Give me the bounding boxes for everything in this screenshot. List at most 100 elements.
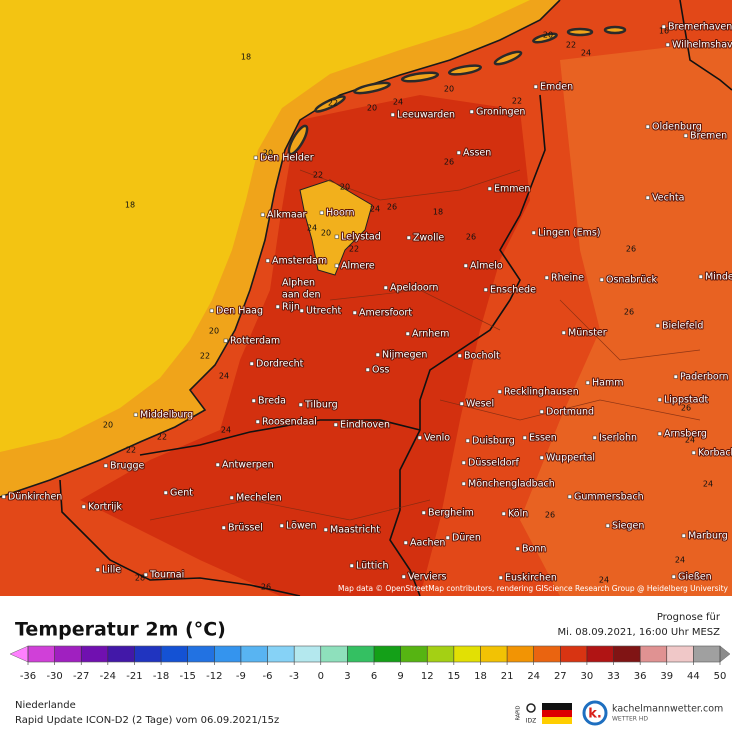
colorbar-tick-label: -15 [180,671,196,682]
city-label: Mechelen [236,493,282,504]
city-marker [275,304,280,309]
city-label: Korbach [698,448,732,459]
city-label: Almelo [470,261,503,272]
city-marker [390,112,395,117]
city-marker [365,367,370,372]
contour-label: 24 [599,576,609,585]
contour-label: 24 [685,436,695,445]
colorbar-segment [374,646,401,662]
logo-rapid: RAPID [516,705,522,720]
city-label: Düren [452,533,481,544]
city-marker [81,504,86,509]
city-marker [103,463,108,468]
city-marker [352,310,357,315]
city-label: Dünkirchen [8,492,62,503]
city-label: Antwerpen [222,460,274,471]
city-marker [401,574,406,579]
city-label: Paderborn [680,372,729,383]
city-marker [657,431,662,436]
city-label: Groningen [476,107,525,118]
map: Bremerhaven Wilhelmshaven Emden Leeuwarden G… [0,0,732,596]
city-label: Assen [463,148,491,159]
contour-label: 24 [307,224,317,233]
city-label: Alkmaar [267,210,307,221]
city-marker [215,462,220,467]
city-label: Gummersbach [574,492,644,503]
colorbar-segment [161,646,188,662]
city-marker [561,330,566,335]
city-marker [544,275,549,280]
city-label: Iserlohn [599,433,637,444]
colorbar-tick-label: 36 [634,671,647,682]
city-label: Maastricht [330,525,380,536]
colorbar-tick-label: 30 [581,671,594,682]
regions [149,169,701,521]
colorbar-tick-label: -36 [20,671,36,682]
city-marker [691,450,696,455]
city-marker [349,563,354,568]
colorbar-segment [586,646,614,662]
colorbar-segment [533,646,561,662]
city-marker [585,380,590,385]
colorbar-segment [54,646,82,662]
city-label: Wesel [466,399,494,410]
city-label: Verviers [408,572,447,583]
city-marker [461,460,466,465]
ijsselmeer [299,179,373,276]
city-marker [279,523,284,528]
city-marker [319,210,324,215]
contour-label: 24 [703,480,713,489]
colorbar-tick-label: 39 [660,671,673,682]
city-marker [515,546,520,551]
city-marker [249,361,254,366]
colorbar-tick-label: 15 [447,671,460,682]
logo-idz: IDZ [526,718,537,725]
colorbar-tick-label: 50 [714,671,727,682]
contour-label: 26 [545,511,555,520]
forecast-label: Prognose für [657,612,721,623]
city-label: Enschede [490,285,536,296]
colorbar-tick-label: 44 [687,671,700,682]
city-marker [683,133,688,138]
contour-label: 22 [328,99,338,108]
islands [287,25,627,156]
city-label: Emden [540,82,573,93]
contour-label: 26 [681,404,691,413]
city-marker [334,263,339,268]
city-marker [323,527,328,532]
sea [0,0,530,452]
city-label: Den Helder [260,153,314,164]
city-label: Brüssel [228,523,263,534]
city-label: Den Haag [216,306,263,317]
city-label: aan den [282,290,321,301]
city-label: Düsseldorf [468,458,519,469]
city-label: Tournai [149,570,184,581]
city-label: Wuppertal [546,453,595,464]
city-label: Recklinghausen [504,387,579,398]
contour-label: 26 [444,158,454,167]
city-label: Dordrecht [256,359,304,370]
city-marker [501,511,506,516]
city-marker [645,195,650,200]
attribution: Map data © OpenStreetMap contributors, r… [338,584,729,593]
logo-k-text: k. [588,707,602,722]
city-marker [260,212,265,217]
city-label: Oldenburg [652,122,702,133]
city-label: Euskirchen [505,573,557,584]
city-marker [531,230,536,235]
colorbar-frame [27,645,721,663]
city-marker [255,419,260,424]
city-marker [681,533,686,538]
contour-label: 24 [219,372,229,381]
city-label: Lelystad [341,232,381,243]
colorbar-segment [640,646,668,662]
city-marker [465,438,470,443]
city-marker [251,398,256,403]
city-label: Eindhoven [340,420,390,431]
contour-label: 22 [157,433,167,442]
city-label: Roosendaal [262,417,317,428]
contour-label: 20 [321,229,331,238]
brand-sub: WETTER HD [612,716,648,723]
colorbar-tick-label: -27 [73,671,89,682]
contour-label: 24 [221,426,231,435]
